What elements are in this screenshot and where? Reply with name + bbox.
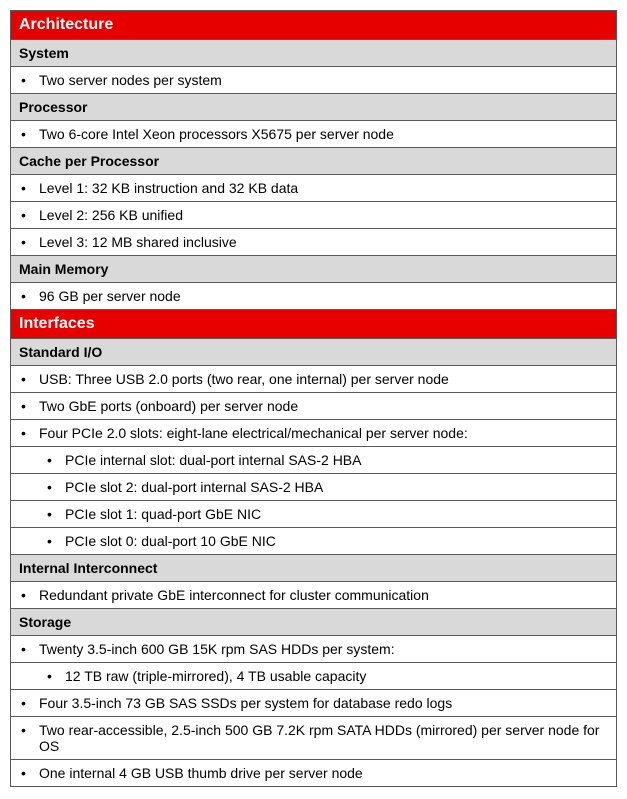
spec-item-text: PCIe slot 1: quad-port GbE NIC xyxy=(65,506,608,522)
spec-item-text: Level 1: 32 KB instruction and 32 KB dat… xyxy=(39,180,608,196)
spec-item: •Level 1: 32 KB instruction and 32 KB da… xyxy=(11,175,617,202)
spec-item: •Twenty 3.5-inch 600 GB 15K rpm SAS HDDs… xyxy=(11,636,617,663)
spec-item: •12 TB raw (triple-mirrored), 4 TB usabl… xyxy=(11,663,617,690)
bullet-icon: • xyxy=(19,126,39,142)
spec-item-text: One internal 4 GB USB thumb drive per se… xyxy=(39,765,608,781)
spec-item-text: Level 3: 12 MB shared inclusive xyxy=(39,234,608,250)
spec-item-text: PCIe slot 2: dual-port internal SAS-2 HB… xyxy=(65,479,608,495)
bullet-icon: • xyxy=(19,207,39,223)
bullet-icon: • xyxy=(45,506,65,522)
spec-item-text: Four PCIe 2.0 slots: eight-lane electric… xyxy=(39,425,608,441)
bullet-icon: • xyxy=(19,398,39,414)
spec-item-text: 96 GB per server node xyxy=(39,288,608,304)
spec-item-text: PCIe slot 0: dual-port 10 GbE NIC xyxy=(65,533,608,549)
spec-item-text: Redundant private GbE interconnect for c… xyxy=(39,587,608,603)
sub-header: Processor xyxy=(11,94,617,121)
sub-header: Internal Interconnect xyxy=(11,555,617,582)
spec-item: •Level 3: 12 MB shared inclusive xyxy=(11,229,617,256)
sub-header: Main Memory xyxy=(11,256,617,283)
spec-item: •Two rear-accessible, 2.5-inch 500 GB 7.… xyxy=(11,717,617,760)
spec-item: •One internal 4 GB USB thumb drive per s… xyxy=(11,760,617,787)
bullet-icon: • xyxy=(19,695,39,711)
section-header: Interfaces xyxy=(11,310,617,339)
bullet-icon: • xyxy=(45,479,65,495)
bullet-icon: • xyxy=(45,452,65,468)
sub-header: Cache per Processor xyxy=(11,148,617,175)
spec-item: •Redundant private GbE interconnect for … xyxy=(11,582,617,609)
bullet-icon: • xyxy=(19,371,39,387)
bullet-icon: • xyxy=(45,533,65,549)
spec-item-text: Twenty 3.5-inch 600 GB 15K rpm SAS HDDs … xyxy=(39,641,608,657)
spec-item: •Four 3.5-inch 73 GB SAS SSDs per system… xyxy=(11,690,617,717)
spec-table: ArchitectureSystem•Two server nodes per … xyxy=(10,10,617,787)
bullet-icon: • xyxy=(19,72,39,88)
bullet-icon: • xyxy=(19,765,39,781)
spec-item-text: Two 6-core Intel Xeon processors X5675 p… xyxy=(39,126,608,142)
spec-item: •Two 6-core Intel Xeon processors X5675 … xyxy=(11,121,617,148)
bullet-icon: • xyxy=(19,722,39,738)
spec-item: •PCIe slot 1: quad-port GbE NIC xyxy=(11,501,617,528)
spec-item: •Two server nodes per system xyxy=(11,67,617,94)
spec-item: •PCIe internal slot: dual-port internal … xyxy=(11,447,617,474)
bullet-icon: • xyxy=(19,641,39,657)
spec-item-text: Two GbE ports (onboard) per server node xyxy=(39,398,608,414)
bullet-icon: • xyxy=(19,180,39,196)
spec-item-text: PCIe internal slot: dual-port internal S… xyxy=(65,452,608,468)
spec-body: ArchitectureSystem•Two server nodes per … xyxy=(11,11,617,787)
spec-item-text: 12 TB raw (triple-mirrored), 4 TB usable… xyxy=(65,668,608,684)
spec-item: •96 GB per server node xyxy=(11,283,617,310)
spec-item-text: Four 3.5-inch 73 GB SAS SSDs per system … xyxy=(39,695,608,711)
spec-item: •USB: Three USB 2.0 ports (two rear, one… xyxy=(11,366,617,393)
spec-item-text: Two rear-accessible, 2.5-inch 500 GB 7.2… xyxy=(39,722,608,754)
spec-item: •Level 2: 256 KB unified xyxy=(11,202,617,229)
spec-item-text: USB: Three USB 2.0 ports (two rear, one … xyxy=(39,371,608,387)
spec-item: •Four PCIe 2.0 slots: eight-lane electri… xyxy=(11,420,617,447)
spec-item-text: Two server nodes per system xyxy=(39,72,608,88)
section-header: Architecture xyxy=(11,11,617,40)
spec-item: •PCIe slot 0: dual-port 10 GbE NIC xyxy=(11,528,617,555)
spec-item: •PCIe slot 2: dual-port internal SAS-2 H… xyxy=(11,474,617,501)
sub-header: Standard I/O xyxy=(11,339,617,366)
sub-header: Storage xyxy=(11,609,617,636)
bullet-icon: • xyxy=(19,587,39,603)
spec-item: •Two GbE ports (onboard) per server node xyxy=(11,393,617,420)
spec-item-text: Level 2: 256 KB unified xyxy=(39,207,608,223)
bullet-icon: • xyxy=(19,288,39,304)
sub-header: System xyxy=(11,40,617,67)
bullet-icon: • xyxy=(19,425,39,441)
bullet-icon: • xyxy=(45,668,65,684)
bullet-icon: • xyxy=(19,234,39,250)
